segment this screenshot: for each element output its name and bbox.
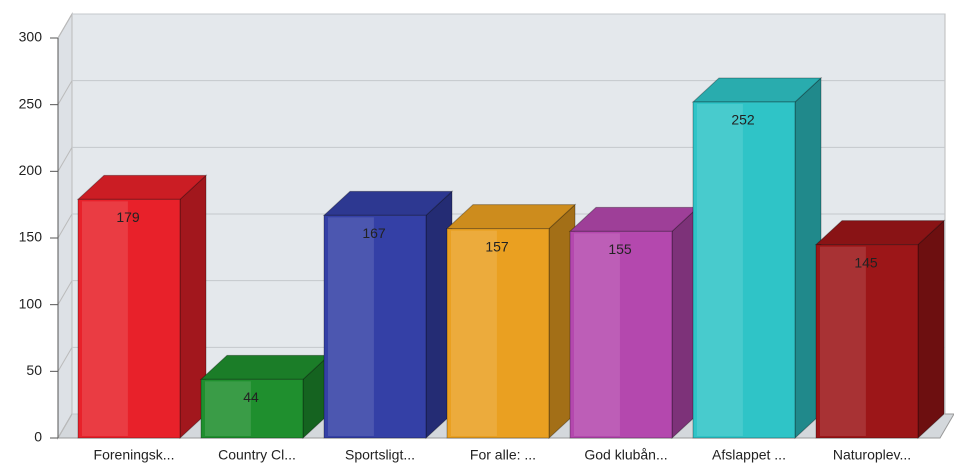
y-tick-label: 50 (26, 362, 42, 378)
x-tick-label: For alle: ... (470, 447, 536, 463)
bar-side-shade (549, 204, 575, 438)
bar-gloss (328, 217, 374, 436)
bar-top-shade (78, 175, 206, 200)
x-tick-label: Naturoplev... (833, 447, 911, 463)
value-label: 155 (608, 241, 632, 257)
bar-gloss (697, 104, 743, 436)
value-label: 179 (116, 209, 140, 225)
bar-side-shade (672, 207, 698, 438)
grid-line (57, 13, 73, 39)
grid-line (57, 147, 73, 172)
bar-side-shade (795, 78, 821, 438)
bar-side-shade (918, 220, 944, 438)
value-label: 145 (854, 254, 878, 270)
y-tick-label: 100 (19, 295, 43, 311)
y-tick-label: 250 (19, 95, 43, 111)
bar-gloss (820, 246, 866, 436)
x-tick-label: Afslappet ... (712, 447, 786, 463)
y-tick-label: 200 (19, 162, 43, 178)
bar-gloss (451, 230, 497, 436)
y-tick-label: 150 (19, 229, 43, 245)
bar-top-shade (447, 204, 575, 229)
bar-top-shade (570, 207, 698, 232)
grid-line (57, 347, 73, 372)
value-label: 157 (485, 238, 509, 254)
y-tick-label: 300 (19, 29, 43, 45)
bar (692, 101, 796, 439)
x-tick-label: Country Cl... (218, 447, 296, 463)
bar-side-shade (180, 175, 206, 439)
bar-top-shade (201, 355, 329, 380)
x-tick-label: Sportsligt... (345, 447, 415, 463)
bar-top-shade (816, 220, 944, 245)
bar (569, 230, 673, 439)
bar-top-shade (693, 78, 821, 102)
bar (323, 214, 427, 439)
bar (77, 198, 181, 439)
bar-gloss (205, 381, 251, 436)
grid-line (57, 213, 73, 239)
grid-line (57, 413, 73, 439)
x-tick-label: Foreningsk... (94, 447, 175, 463)
bar-side-shade (426, 191, 452, 438)
bar (200, 378, 304, 439)
grid-line (57, 80, 73, 105)
bar-gloss (574, 233, 620, 436)
value-label: 252 (731, 112, 755, 128)
grid-line (57, 280, 73, 305)
y-tick-label: 0 (34, 429, 42, 445)
bar-top-shade (324, 191, 452, 216)
bar (815, 244, 919, 439)
x-tick-label: God klubån... (584, 447, 667, 463)
bar (446, 228, 550, 439)
value-label: 44 (243, 389, 259, 405)
bar-gloss (82, 201, 128, 436)
value-label: 167 (362, 225, 386, 241)
bar-side-shade (303, 355, 329, 438)
